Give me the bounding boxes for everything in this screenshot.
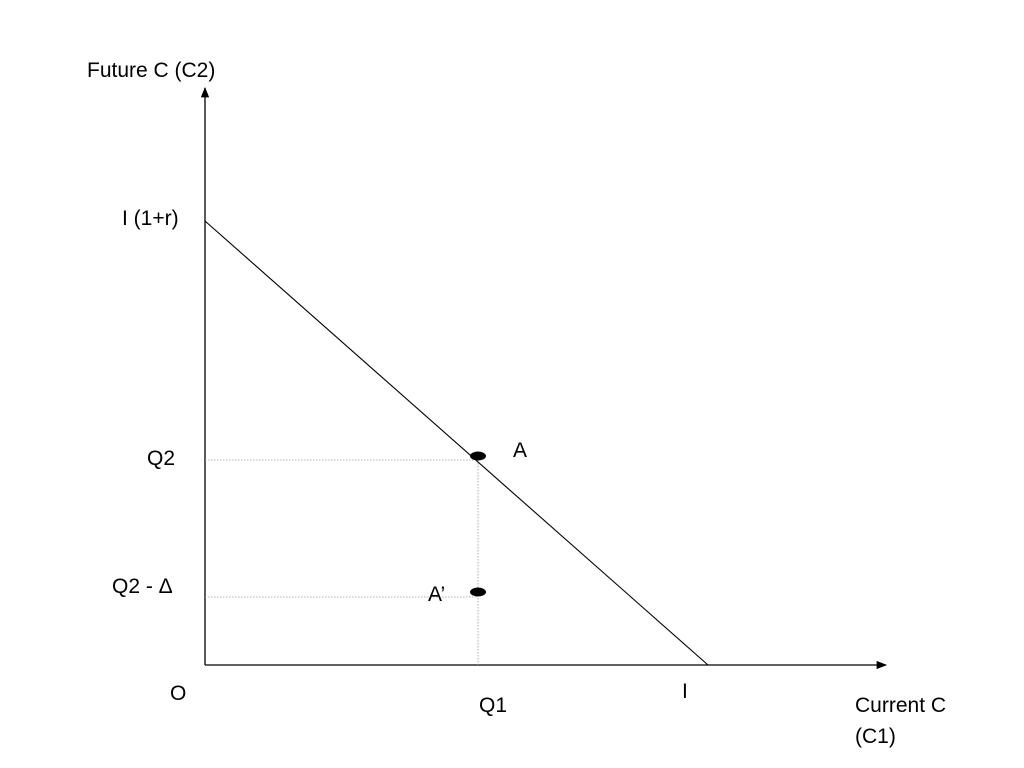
x-axis-label-line2: (C1) — [855, 725, 896, 748]
point-a-label: A — [513, 439, 527, 462]
origin-label: O — [170, 682, 186, 705]
x-axis-label-line1: Current C — [855, 694, 946, 717]
y-intercept-label: I (1+r) — [122, 207, 179, 230]
x-intercept-label: I — [682, 680, 688, 703]
y-axis-label: Future C (C2) — [87, 59, 215, 82]
budget-line — [204, 220, 709, 666]
point-a — [470, 451, 486, 461]
point-a-prime — [470, 587, 486, 597]
q2-label: Q2 — [147, 447, 175, 470]
q2-minus-delta-label: Q2 - Δ — [112, 575, 173, 598]
point-a-prime-label: A’ — [428, 583, 445, 606]
q1-label: Q1 — [479, 694, 507, 717]
